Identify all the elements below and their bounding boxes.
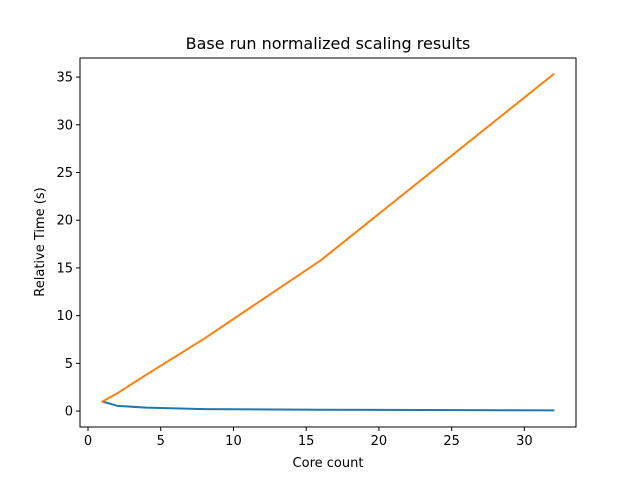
x-tick-label: 20 [371,434,388,449]
x-tick-label: 15 [298,434,315,449]
y-tick-label: 15 [56,261,73,276]
y-tick-label: 10 [56,309,73,324]
y-axis-label: Relative Time (s) [33,187,48,296]
x-tick-label: 25 [443,434,460,449]
x-axis-label: Core count [293,456,364,471]
y-tick-label: 25 [56,166,73,181]
y-tick-label: 0 [65,405,73,420]
plot-frame [79,57,577,428]
x-tick-label: 0 [84,434,92,449]
x-tick-label: 10 [225,434,242,449]
x-tick-label: 30 [516,434,533,449]
chart-title: Base run normalized scaling results [186,34,471,53]
y-tick-label: 20 [56,214,73,229]
y-tick-label: 35 [56,71,73,86]
x-tick-label: 5 [157,434,165,449]
series-line-1 [101,400,555,412]
plot-area: 0 5 10 15 20 25 30 0 5 10 15 20 25 30 35 [56,57,577,449]
series-line-2 [101,72,555,403]
y-tick-label: 5 [65,357,73,372]
y-tick-label: 30 [56,118,73,133]
